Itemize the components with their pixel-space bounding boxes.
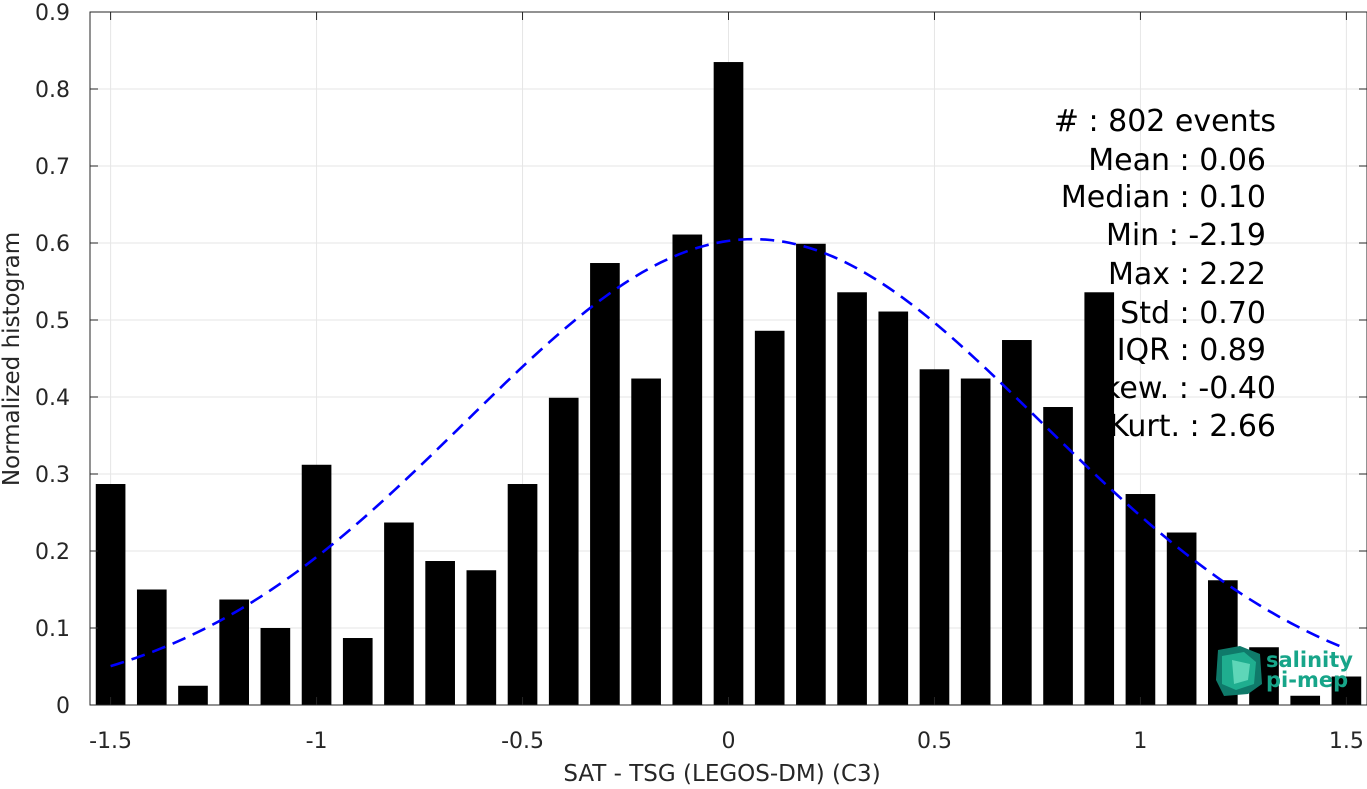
y-tick-label: 0.2 <box>35 540 70 565</box>
x-axis-title: SAT - TSG (LEGOS-DM) (C3) <box>563 761 880 785</box>
stats-line: Std : 0.70 <box>1120 296 1266 331</box>
histogram-bar <box>342 638 373 705</box>
x-tick-label: -0.5 <box>501 729 544 754</box>
histogram-bar <box>1166 532 1197 705</box>
stats-line: IQR : 0.89 <box>1117 333 1266 368</box>
y-axis-tick-labels: 0 0.1 0.2 0.3 0.4 0.5 0.6 0.7 0.8 0.9 <box>35 1 70 719</box>
y-tick-label: 0.1 <box>35 617 70 642</box>
stats-line: Min : -2.19 <box>1106 218 1266 253</box>
y-tick-label: 0.5 <box>35 309 70 334</box>
histogram-bars <box>95 62 1362 706</box>
logo-mark <box>1216 646 1262 696</box>
histogram-bar <box>590 263 620 705</box>
histogram-bar <box>301 464 332 705</box>
y-axis-title: Normalized histogram <box>0 232 25 486</box>
stats-line: Mean : 0.06 <box>1088 143 1266 178</box>
logo-text-line2: pi-mep <box>1266 668 1348 692</box>
stats-line: # : 802 events <box>1054 104 1276 139</box>
axis-ticks <box>90 11 1367 706</box>
x-tick-label: 0 <box>722 729 736 754</box>
histogram-bar <box>1002 340 1032 705</box>
histogram-bar <box>919 369 950 705</box>
histogram-bar <box>631 378 661 705</box>
x-tick-label: -1 <box>306 729 328 754</box>
y-tick-label: 0.9 <box>35 1 70 26</box>
y-tick-label: 0.4 <box>35 386 70 411</box>
histogram-bar <box>507 484 538 705</box>
histogram-bar <box>260 628 291 705</box>
histogram-bar <box>219 599 250 705</box>
logo-text-line1: salinity <box>1266 648 1353 672</box>
histogram-bar <box>548 397 579 705</box>
x-tick-label: 0.5 <box>917 729 952 754</box>
x-tick-label: 1.5 <box>1329 729 1364 754</box>
histogram-bar <box>1084 292 1115 705</box>
y-tick-label: 0.8 <box>35 78 70 103</box>
histogram-bar <box>466 570 497 705</box>
histogram-bar <box>384 522 414 705</box>
histogram-bar <box>878 311 909 705</box>
histogram-bar <box>1043 407 1073 705</box>
y-tick-label: 0.6 <box>35 232 70 257</box>
histogram-bar <box>178 685 208 705</box>
histogram-bar <box>754 330 785 705</box>
stats-line: kew. : -0.40 <box>1103 371 1276 406</box>
normal-fit-curve <box>110 237 1347 668</box>
histogram-bar <box>837 292 867 705</box>
stats-line: Median : 0.10 <box>1061 180 1266 215</box>
histogram-bar <box>95 484 126 705</box>
x-tick-label: -1.5 <box>89 729 132 754</box>
y-tick-label: 0.7 <box>35 155 70 180</box>
y-tick-label: 0 <box>56 694 70 719</box>
histogram-bar <box>713 62 744 706</box>
histogram-bar <box>425 561 455 705</box>
x-tick-label: 1 <box>1133 729 1147 754</box>
histogram-bar <box>960 378 991 705</box>
histogram-bar <box>672 234 703 705</box>
y-tick-label: 0.3 <box>35 463 70 488</box>
stats-line: Max : 2.22 <box>1108 257 1266 292</box>
histogram-bar <box>1125 494 1156 705</box>
histogram-bar <box>796 243 826 705</box>
x-axis-tick-labels: -1.5 -1 -0.5 0 0.5 1 1.5 <box>89 729 1364 754</box>
stats-line: Kurt. : 2.66 <box>1109 409 1276 444</box>
salinity-pi-mep-logo: salinity pi-mep <box>1216 646 1353 696</box>
histogram-bar <box>1290 695 1321 705</box>
